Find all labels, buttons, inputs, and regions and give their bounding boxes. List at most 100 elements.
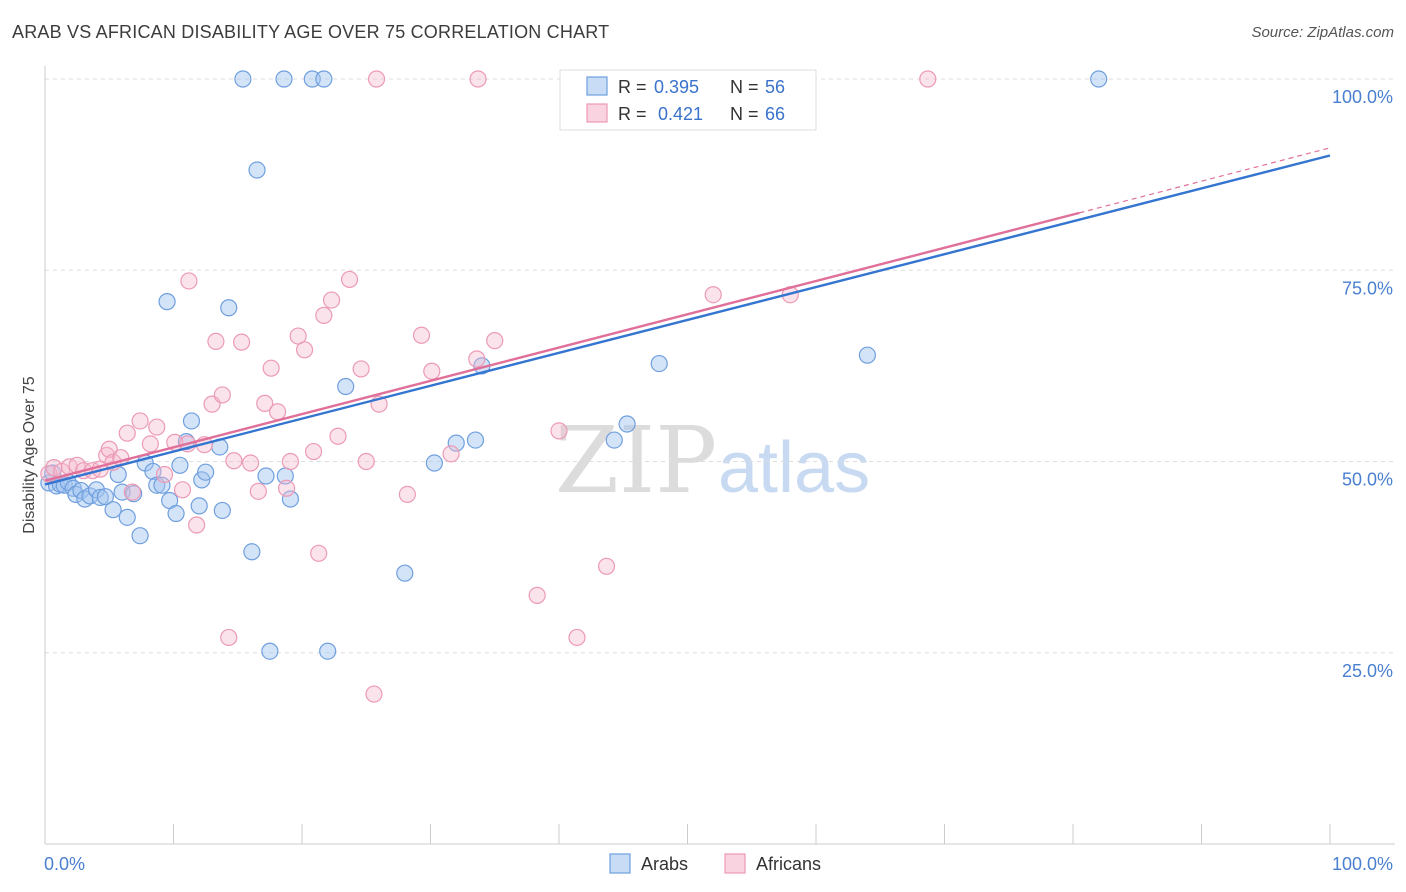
arabs-point [650,354,668,373]
arabs-point [261,642,279,660]
bottom-legend-label-africans: Africans [756,854,821,874]
africans-point [398,485,416,503]
africans-point [442,445,460,463]
africans-point [919,70,937,88]
africans-point [367,70,386,88]
svg-text:R = 0.421 N =: R = 0.421 N = 66 [618,104,785,124]
africans-point [262,359,280,377]
africans-point [486,332,504,350]
arabs-point [220,299,238,317]
y-tick-label: 50.0% [1342,470,1393,490]
africans-point [468,350,486,368]
watermark-zip: ZIP [555,407,717,514]
arabs-point [281,490,300,508]
arabs-point [213,501,231,520]
legend-r-label: R = [618,104,652,124]
africans-point [365,685,383,703]
x-tick-label: 0.0% [44,854,85,874]
africans-point [155,465,174,484]
trend-lines [44,147,1331,486]
africans-point [249,482,267,500]
source-label: Source: ZipAtlas.com [1251,24,1394,41]
arabs-point [104,501,122,519]
arabs-point [1090,70,1108,88]
africans-point [315,306,333,324]
africans-point [188,516,206,534]
gridlines [45,78,1395,654]
arabs-point [96,488,114,506]
africans-point [148,418,166,436]
bottom-legend-swatch-arabs [609,853,631,874]
arabs-point [197,463,215,481]
y-tick-label: 25.0% [1342,661,1393,681]
africans-point [322,291,341,309]
arabs-point [131,527,149,545]
africans-point [357,452,375,471]
arabs-point [243,543,261,561]
arabs-point [171,456,189,474]
africans-point [340,270,359,289]
africans-point [528,586,546,604]
y-tick-label: 100.0% [1332,87,1393,107]
africans-point [100,440,118,458]
legend-swatch-africans [586,103,608,123]
series-africans [40,70,937,703]
axes [44,66,1395,845]
africans-point [568,628,586,647]
africans-point [118,424,136,442]
arabs-point [275,70,293,88]
africans-point [281,452,300,471]
arabs-point [425,454,443,472]
arabs-point [605,431,623,449]
africans-point [597,557,616,575]
arabs-point [447,434,465,452]
arabs-point [153,476,171,494]
arabs-point [396,564,414,582]
africans-point [131,412,149,430]
africans-point [412,326,431,344]
bottom-legend-swatch-africans [724,853,746,874]
arabs-point [248,161,266,179]
legend-n-value: 56 [765,77,785,97]
arabs-point [618,415,636,433]
svg-text:R = 0.395 N =: R = 0.395 N = 56 [618,77,785,97]
africans-point [242,454,260,472]
legend-n-label: N = [730,77,764,97]
africans-point [220,628,238,647]
africans-point [233,333,251,351]
series-arabs [40,70,1108,660]
africans-trend-extension [1079,147,1331,214]
africans-point [277,479,296,497]
africans-point [329,427,347,445]
africans-point [295,341,314,359]
arabs-point [182,412,201,430]
africans-point [180,272,198,290]
arabs-point [319,642,337,660]
legend-r-value: 0.395 [654,77,699,97]
arabs-point [167,504,185,523]
africans-point [550,422,568,440]
arabs-point [158,293,176,311]
africans-point [225,452,243,470]
legend-n-label: N = [730,104,764,124]
africans-trend-line [44,211,1080,482]
africans-point [123,483,141,501]
x-tick-label: 100.0% [1332,854,1393,874]
africans-point [268,403,287,421]
legend-r-label: R = [618,77,652,97]
africans-point [207,332,225,350]
watermark-atlas: atlas [718,428,870,508]
africans-point [352,360,370,378]
legend-n-value: 66 [765,104,785,124]
arabs-point [190,497,208,515]
legend: R = 0.395 N = 56 R = 0.421 N = 66 [559,69,817,131]
arabs-trend-line [44,154,1331,486]
legend-swatch-arabs [586,76,608,96]
arabs-point [858,346,877,364]
chart-title: ARAB VS AFRICAN DISABILITY AGE OVER 75 C… [12,22,610,42]
y-tick-label: 75.0% [1342,278,1393,298]
africans-point [704,286,722,304]
africans-point [423,362,441,380]
arabs-point [91,488,109,507]
